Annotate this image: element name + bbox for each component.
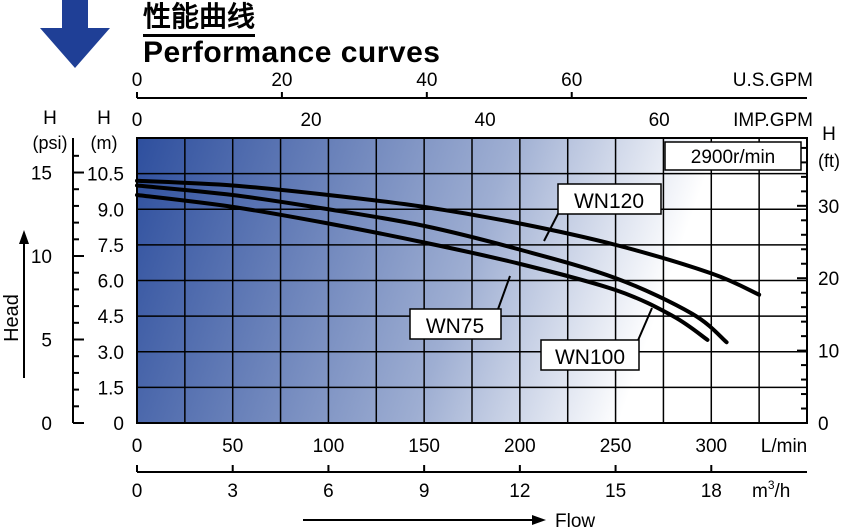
arrow-down-icon	[40, 0, 110, 68]
us-gpm-tick-label: 0	[132, 70, 143, 91]
imp-gpm-label: IMP.GPM	[733, 110, 813, 131]
m-axis-unit: (m)	[91, 133, 118, 153]
series-label-wn75: WN75	[426, 315, 484, 338]
m3h-axis-label: m3/h	[752, 478, 790, 502]
us-gpm-tick-label: 60	[561, 70, 582, 91]
flow-label: Flow	[555, 511, 595, 530]
m-ticks: 0 1.5 3.0 4.5 6.0 7.5 9.0 10.5	[87, 165, 124, 435]
imp-gpm-ticks: 0 20 40 60	[132, 110, 670, 131]
ft-axis-unit: (ft)	[818, 151, 840, 171]
curve-wn100	[135, 183, 729, 345]
lmin-tick-label: 250	[600, 436, 632, 457]
imp-gpm-tick-label: 0	[132, 110, 143, 131]
psi-axis-title: H	[43, 108, 57, 129]
m3h-tick-label: 3	[227, 481, 238, 502]
lmin-tick-label: 300	[695, 436, 727, 457]
us-gpm-tick-label: 20	[271, 70, 292, 91]
m-tick-label: 6.0	[98, 272, 124, 293]
lmin-tick-label: 150	[408, 436, 440, 457]
ft-tick-label: 20	[818, 269, 839, 290]
plot-frame	[136, 137, 808, 424]
series-label-wn100: WN100	[555, 346, 625, 369]
imp-gpm-tick-label: 20	[300, 110, 321, 131]
m-tick-label: 3.0	[98, 343, 124, 364]
ft-tick-label: 10	[818, 342, 839, 363]
callout-wn75: WN75	[409, 275, 511, 340]
m-tick-label: 7.5	[98, 236, 124, 257]
psi-axis-unit: (psi)	[33, 133, 68, 153]
psi-tick-label: 0	[41, 414, 52, 435]
imp-gpm-tick-label: 40	[475, 110, 496, 131]
speed-box	[664, 141, 802, 171]
psi-tick-label: 10	[31, 247, 52, 268]
head-label: Head	[1, 294, 23, 342]
lmin-tick-label: 0	[132, 436, 143, 457]
series-label-wn120: WN120	[574, 190, 644, 213]
speed-label: 2900r/min	[691, 147, 776, 168]
m-tick-label: 9.0	[98, 200, 124, 221]
m3h-tick-label: 9	[419, 481, 430, 502]
m3h-tick-label: 6	[323, 481, 334, 502]
m-tick-label: 1.5	[98, 378, 124, 399]
flow-arrow-icon	[303, 515, 546, 525]
lmin-tick-label: 100	[313, 436, 345, 457]
m-tick-label: 0	[113, 414, 124, 435]
lmin-axis-label: L/min	[761, 436, 807, 457]
psi-ticks: 0 5 10 15	[31, 154, 84, 435]
us-gpm-label: U.S.GPM	[733, 70, 813, 91]
curve-wn75	[135, 193, 710, 342]
us-gpm-tick-label: 40	[416, 70, 437, 91]
callout-wn120: WN120	[543, 183, 662, 242]
m3h-tick-label: 0	[132, 481, 143, 502]
lmin-tick-label: 200	[504, 436, 536, 457]
ft-tick-label: 30	[818, 197, 839, 218]
curve-wn120	[135, 178, 762, 297]
psi-tick-label: 5	[41, 331, 52, 352]
psi-tick-label: 15	[31, 164, 52, 185]
ft-tick-label: 0	[818, 414, 829, 435]
ft-ticks: 0 10 20 30	[797, 146, 839, 435]
us-gpm-ticks: 0 20 40 60	[132, 70, 582, 98]
imp-gpm-tick-label: 60	[649, 110, 670, 131]
head-arrow-icon	[19, 230, 29, 378]
title-chinese: 性能曲线	[143, 0, 256, 37]
curves	[135, 178, 762, 345]
lmin-ticks: 0 50 100 150 200 250 300	[132, 436, 727, 457]
m-axis-title: H	[97, 108, 111, 129]
m3h-tick-label: 12	[509, 481, 530, 502]
lmin-tick-label: 50	[222, 436, 243, 457]
m3h-tick-label: 18	[701, 481, 722, 502]
m-tick-label: 10.5	[87, 165, 124, 186]
ft-axis-title: H	[822, 124, 836, 145]
title-english: Performance curves	[143, 36, 441, 69]
m3h-ticks: 0 3 6 9 12 15 18	[132, 465, 722, 502]
m-tick-label: 4.5	[98, 307, 124, 328]
m3h-tick-label: 15	[605, 481, 626, 502]
callout-wn100: WN100	[540, 307, 653, 371]
